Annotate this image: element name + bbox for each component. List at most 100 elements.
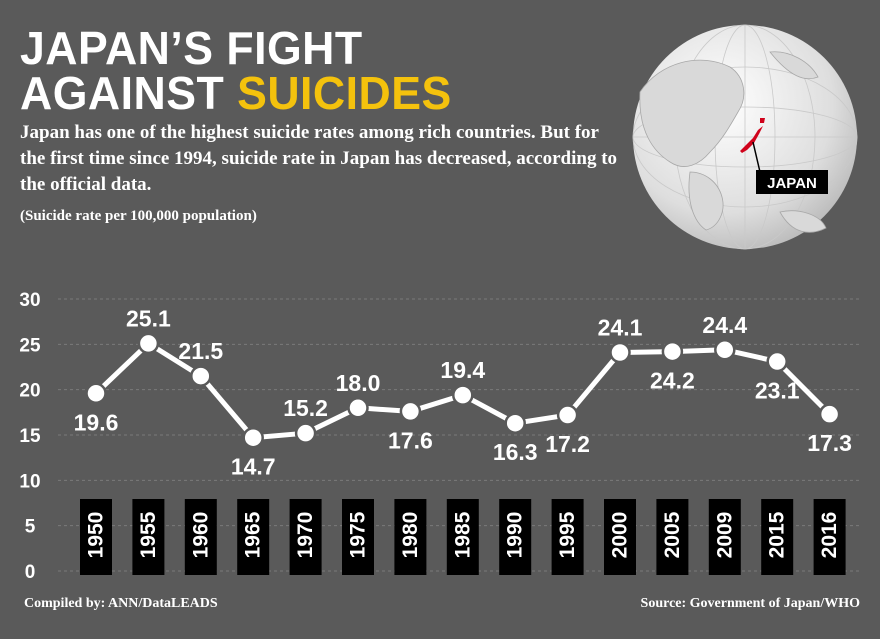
- x-tick-label: 1960: [189, 512, 212, 559]
- data-label-1965: 14.7: [231, 454, 276, 480]
- x-tick-label: 1970: [294, 512, 317, 559]
- x-tick-label: 2015: [766, 511, 789, 558]
- x-tick-1970: 1970: [289, 499, 322, 575]
- data-point-1950: [85, 382, 107, 405]
- x-tick-2016: 2016: [813, 499, 846, 575]
- x-tick-1995: 1995: [551, 499, 584, 575]
- x-tick-label: 1980: [399, 512, 422, 559]
- y-tick-label: 10: [19, 471, 40, 492]
- year-box: [237, 499, 270, 575]
- subtitle: Japan has one of the highest suicide rat…: [20, 122, 618, 195]
- japan-highlight: [740, 118, 765, 153]
- year-box: [446, 499, 479, 575]
- x-tick-1985: 1985: [446, 499, 479, 575]
- compiled-by: Compiled by: ANN/DataLEADS: [24, 596, 218, 611]
- data-label-layer: 19.6 25.1 21.5 14.7 15.2 18.0 17.6 19.4 16.3 17.2…: [74, 305, 852, 479]
- x-tick-label: 1995: [556, 511, 579, 558]
- unit-note: (Suicide rate per 100,000 population): [20, 208, 257, 224]
- x-tick-2005: 2005: [656, 499, 689, 575]
- japan-label: JAPAN: [767, 175, 817, 192]
- data-point-1970: [294, 422, 317, 444]
- x-tick-2000: 2000: [604, 499, 636, 575]
- x-axis-year-boxes: 1950 1955 1960 1965 1970 1975 1980 1985 1990 1995…: [80, 499, 846, 575]
- data-point-1975: [347, 397, 369, 419]
- data-point-1990: [504, 412, 526, 434]
- page-title: JAPAN’S FIGHT AGAINST SUICIDES: [20, 25, 452, 119]
- year-box: [604, 499, 636, 575]
- data-label-1995: 17.2: [545, 431, 590, 457]
- y-tick-label: 30: [19, 290, 40, 311]
- data-label-1985: 19.4: [440, 357, 485, 383]
- data-point-1985: [452, 384, 474, 406]
- year-box: [813, 499, 846, 575]
- y-tick-label: 0: [25, 562, 36, 583]
- year-box: [289, 499, 322, 575]
- japan-label-box: [756, 170, 828, 194]
- data-label-2009: 24.4: [702, 312, 747, 338]
- title-line-2-accent: SUICIDES: [237, 67, 452, 119]
- x-tick-1950: 1950: [80, 499, 112, 575]
- japan-pointer: [752, 141, 761, 173]
- x-tick-1975: 1975: [342, 499, 374, 575]
- y-axis-ticks: 0 5 10 15 20 25 30: [19, 290, 41, 583]
- x-tick-label: 2016: [818, 512, 841, 559]
- x-tick-1980: 1980: [394, 499, 427, 575]
- data-label-1980: 17.6: [388, 427, 433, 453]
- x-tick-2009: 2009: [708, 499, 741, 575]
- data-label-2005: 24.2: [650, 368, 695, 394]
- x-tick-label: 1965: [242, 511, 265, 558]
- data-label-1955: 25.1: [126, 305, 171, 331]
- data-point-2015: [766, 350, 788, 373]
- data-label-2016: 17.3: [807, 430, 852, 456]
- title-line-2-plain: AGAINST: [20, 67, 225, 119]
- data-point-2005: [661, 340, 684, 363]
- x-tick-label: 1950: [85, 512, 108, 559]
- x-tick-label: 2000: [609, 512, 632, 559]
- x-tick-2015: 2015: [761, 499, 794, 575]
- x-tick-label: 1975: [347, 511, 370, 558]
- year-box: [551, 499, 584, 575]
- x-tick-label: 2009: [713, 512, 736, 559]
- x-tick-1965: 1965: [237, 499, 270, 575]
- data-label-1990: 16.3: [493, 439, 538, 465]
- data-point-1960: [190, 365, 212, 387]
- year-box: [342, 499, 374, 575]
- data-label-1950: 19.6: [74, 409, 119, 435]
- data-point-1965: [242, 426, 264, 449]
- title-line-1: JAPAN’S FIGHT: [20, 22, 363, 74]
- data-point-layer: [85, 332, 841, 449]
- x-tick-1960: 1960: [184, 499, 217, 575]
- x-tick-label: 1985: [451, 511, 474, 558]
- globe-map: JAPAN: [632, 24, 858, 250]
- year-box: [656, 499, 689, 575]
- data-point-1955: [137, 332, 160, 355]
- y-tick-label: 25: [19, 335, 41, 356]
- data-label-1960: 21.5: [178, 338, 223, 364]
- y-tick-label: 5: [25, 517, 36, 538]
- data-point-2016: [818, 403, 841, 425]
- data-point-1995: [556, 404, 579, 426]
- year-box: [499, 499, 532, 575]
- year-box: [132, 499, 165, 575]
- year-box: [394, 499, 427, 575]
- source-note: Source: Government of Japan/WHO: [640, 596, 860, 611]
- x-tick-1990: 1990: [499, 499, 532, 575]
- x-tick-label: 2005: [661, 511, 684, 558]
- x-tick-label: 1955: [137, 511, 160, 558]
- data-label-2000: 24.1: [598, 314, 643, 340]
- data-label-1970: 15.2: [283, 395, 328, 421]
- x-tick-label: 1990: [504, 512, 527, 559]
- year-box: [184, 499, 217, 575]
- globe-land: [639, 51, 827, 233]
- year-box: [80, 499, 112, 575]
- y-tick-label: 15: [19, 426, 41, 447]
- data-label-1975: 18.0: [336, 370, 381, 396]
- year-box: [708, 499, 741, 575]
- data-point-1980: [399, 400, 422, 423]
- data-point-2000: [609, 341, 631, 364]
- year-box: [761, 499, 794, 575]
- data-label-2015: 23.1: [755, 378, 800, 404]
- data-point-2009: [714, 339, 736, 361]
- x-tick-1955: 1955: [132, 499, 165, 575]
